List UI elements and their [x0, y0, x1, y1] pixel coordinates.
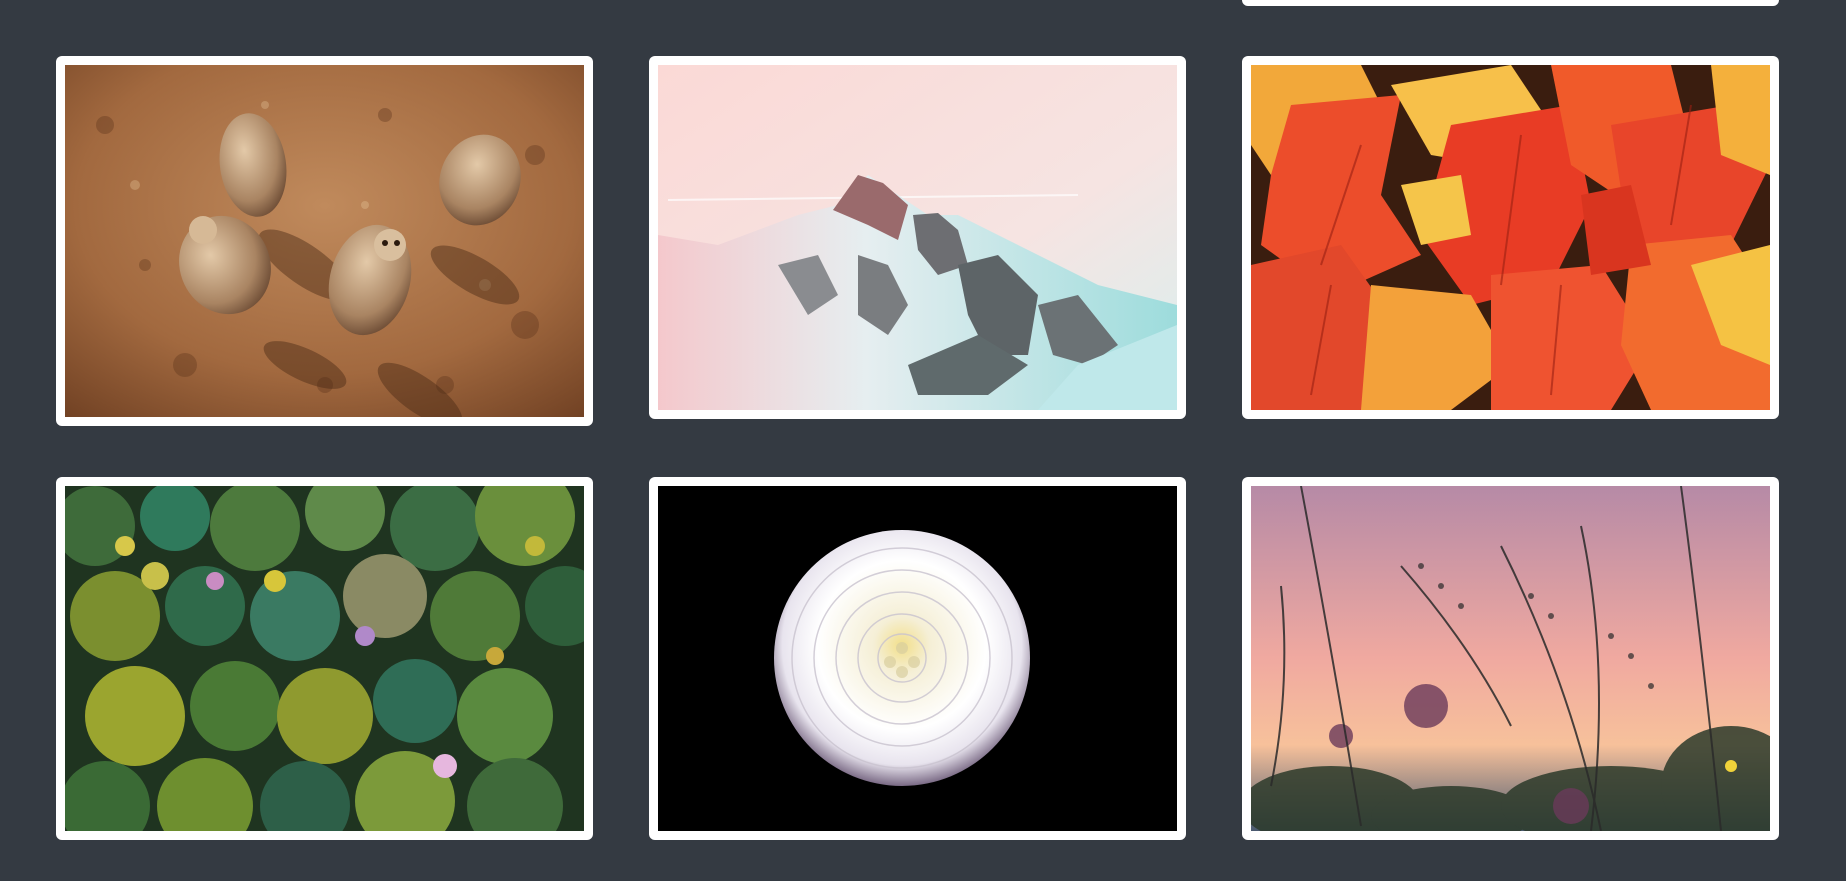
mountain-image — [658, 65, 1177, 410]
gallery-card-leaves[interactable] — [1242, 56, 1779, 419]
gallery-card-partial[interactable] — [1242, 0, 1779, 6]
gallery-card-forest[interactable] — [56, 477, 593, 840]
gallery-card-meerkats[interactable] — [56, 56, 593, 426]
autumn-leaves-image — [1251, 65, 1770, 410]
forest-aerial-image — [65, 486, 584, 831]
white-dahlia-image — [658, 486, 1177, 831]
gallery-card-mountain[interactable] — [649, 56, 1186, 419]
wild-grass-sunset-image — [1251, 486, 1770, 831]
gallery-card-grass[interactable] — [1242, 477, 1779, 840]
gallery-card-dahlia[interactable] — [649, 477, 1186, 840]
meerkats-image — [65, 65, 584, 417]
